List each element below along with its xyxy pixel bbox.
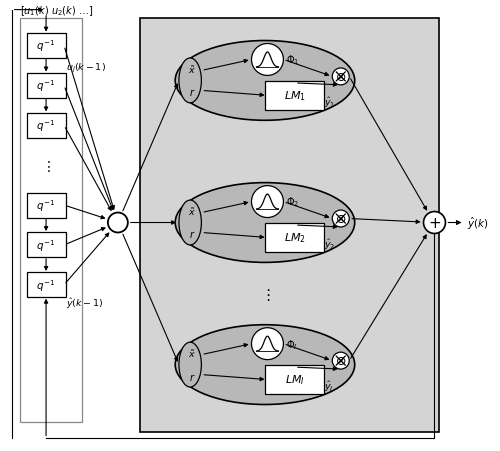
Text: $q^{-1}$: $q^{-1}$	[36, 78, 56, 94]
Circle shape	[332, 352, 349, 369]
FancyBboxPatch shape	[26, 74, 66, 99]
Text: $\hat{y}_1$: $\hat{y}_1$	[324, 95, 336, 110]
Text: $\Phi_1$: $\Phi_1$	[286, 53, 300, 67]
Text: $r$: $r$	[189, 229, 196, 240]
Circle shape	[108, 213, 128, 233]
Text: $\Phi_2$: $\Phi_2$	[286, 195, 300, 209]
Text: $q^{-1}$: $q^{-1}$	[36, 118, 56, 134]
Text: $q^{-1}$: $q^{-1}$	[36, 238, 56, 253]
Text: $q^{-1}$: $q^{-1}$	[36, 38, 56, 54]
Text: $r$: $r$	[189, 87, 196, 98]
FancyBboxPatch shape	[266, 82, 324, 110]
FancyBboxPatch shape	[26, 34, 66, 59]
FancyBboxPatch shape	[26, 233, 66, 258]
Ellipse shape	[175, 183, 354, 263]
Text: $\hat{y}(k)$: $\hat{y}(k)$	[467, 215, 488, 231]
FancyBboxPatch shape	[26, 114, 66, 138]
Ellipse shape	[179, 201, 202, 245]
Text: $q^{-1}$: $q^{-1}$	[36, 277, 56, 293]
Text: $LM_2$: $LM_2$	[284, 231, 306, 245]
Circle shape	[252, 44, 284, 76]
Text: $\vdots$: $\vdots$	[41, 158, 51, 173]
FancyBboxPatch shape	[26, 193, 66, 218]
Circle shape	[424, 212, 446, 234]
Text: $\tilde{x}$: $\tilde{x}$	[188, 206, 196, 217]
Text: $+$: $+$	[428, 215, 441, 230]
FancyBboxPatch shape	[266, 365, 324, 394]
Text: $[u_1(k)\ u_2(k)\ \ldots]$: $[u_1(k)\ u_2(k)\ \ldots]$	[20, 4, 92, 18]
Ellipse shape	[179, 59, 202, 104]
Text: $\otimes$: $\otimes$	[335, 212, 346, 226]
FancyBboxPatch shape	[266, 224, 324, 253]
Text: $\hat{y}_I$: $\hat{y}_I$	[324, 378, 334, 393]
Text: $u_j(k-1)$: $u_j(k-1)$	[66, 62, 106, 75]
Text: $r$: $r$	[189, 371, 196, 382]
Circle shape	[252, 328, 284, 360]
Circle shape	[332, 211, 349, 227]
Text: $\tilde{x}$: $\tilde{x}$	[188, 347, 196, 359]
Text: $LM_1$: $LM_1$	[284, 89, 306, 103]
Text: $\Phi_I$: $\Phi_I$	[286, 337, 298, 351]
Text: $\tilde{x}$: $\tilde{x}$	[188, 64, 196, 76]
Text: $\hat{y}_2$: $\hat{y}_2$	[324, 237, 336, 251]
Text: $\otimes$: $\otimes$	[335, 71, 346, 84]
Ellipse shape	[179, 342, 202, 387]
Text: $\vdots$: $\vdots$	[260, 286, 270, 302]
Ellipse shape	[175, 325, 354, 405]
Ellipse shape	[175, 41, 354, 121]
FancyBboxPatch shape	[140, 19, 440, 432]
FancyBboxPatch shape	[26, 273, 66, 298]
Circle shape	[252, 186, 284, 218]
Text: $\hat{y}(k-1)$: $\hat{y}(k-1)$	[66, 295, 103, 310]
Circle shape	[332, 69, 349, 86]
Text: $q^{-1}$: $q^{-1}$	[36, 198, 56, 213]
Text: $\otimes$: $\otimes$	[335, 354, 346, 367]
Text: $LM_I$: $LM_I$	[285, 373, 305, 387]
